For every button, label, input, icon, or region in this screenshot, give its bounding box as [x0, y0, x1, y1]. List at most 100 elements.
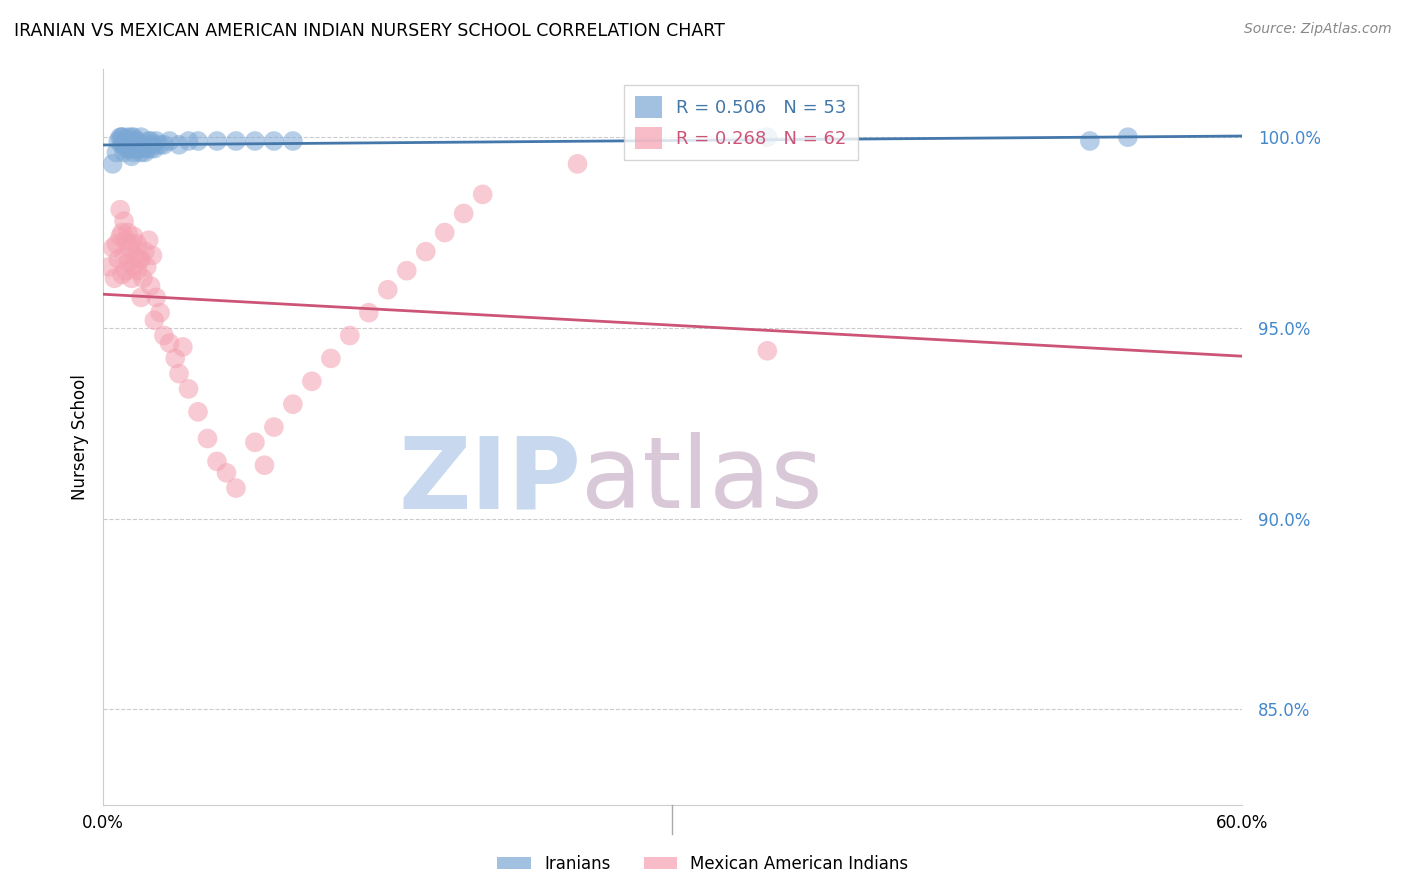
Point — [121, 271, 143, 285]
Text: ZIP: ZIP — [398, 433, 581, 529]
Text: atlas: atlas — [581, 433, 823, 529]
Point — [225, 481, 247, 495]
Point — [1078, 134, 1101, 148]
Text: Source: ZipAtlas.com: Source: ZipAtlas.com — [1244, 22, 1392, 37]
Point — [205, 454, 228, 468]
Point — [187, 134, 209, 148]
Text: IRANIAN VS MEXICAN AMERICAN INDIAN NURSERY SCHOOL CORRELATION CHART: IRANIAN VS MEXICAN AMERICAN INDIAN NURSE… — [14, 22, 725, 40]
Point — [122, 145, 145, 160]
Point — [121, 149, 143, 163]
Point — [122, 260, 145, 274]
Point — [149, 137, 172, 152]
Point — [115, 233, 138, 247]
Point — [139, 142, 162, 156]
Point — [111, 130, 134, 145]
Point — [243, 134, 266, 148]
Point — [138, 134, 160, 148]
Point — [143, 142, 166, 156]
Point — [567, 157, 589, 171]
Point — [129, 252, 152, 267]
Point — [127, 142, 149, 156]
Point — [134, 244, 156, 259]
Point — [139, 279, 162, 293]
Point — [132, 142, 155, 156]
Point — [159, 336, 181, 351]
Point — [124, 142, 146, 156]
Point — [127, 134, 149, 148]
Y-axis label: Nursery School: Nursery School — [72, 374, 89, 500]
Point — [101, 241, 124, 255]
Point — [225, 134, 247, 148]
Point — [395, 263, 418, 277]
Point — [112, 214, 135, 228]
Point — [243, 435, 266, 450]
Point — [117, 137, 139, 152]
Point — [105, 145, 128, 160]
Point — [121, 130, 143, 145]
Point — [301, 374, 323, 388]
Point — [97, 260, 120, 274]
Point — [415, 244, 437, 259]
Point — [129, 145, 152, 160]
Point — [197, 432, 219, 446]
Point — [101, 157, 124, 171]
Point — [117, 256, 139, 270]
Point — [118, 241, 141, 255]
Point — [138, 233, 160, 247]
Point — [118, 134, 141, 148]
Point — [253, 458, 276, 473]
Point — [281, 134, 304, 148]
Point — [108, 202, 131, 217]
Point — [132, 271, 155, 285]
Point — [187, 405, 209, 419]
Point — [105, 237, 128, 252]
Point — [134, 145, 156, 160]
Point — [128, 137, 150, 152]
Point — [115, 142, 138, 156]
Point — [127, 263, 149, 277]
Point — [167, 137, 190, 152]
Point — [107, 134, 129, 148]
Point — [124, 248, 146, 262]
Point — [165, 351, 187, 366]
Point — [121, 134, 143, 148]
Point — [117, 226, 139, 240]
Point — [112, 248, 135, 262]
Point — [377, 283, 399, 297]
Point — [215, 466, 238, 480]
Point — [1116, 130, 1139, 145]
Point — [122, 137, 145, 152]
Point — [319, 351, 342, 366]
Point — [357, 305, 380, 319]
Point — [433, 226, 456, 240]
Point — [167, 367, 190, 381]
Point — [122, 130, 145, 145]
Point — [139, 134, 162, 148]
Point — [129, 137, 152, 152]
Point — [134, 137, 156, 152]
Point — [263, 134, 285, 148]
Point — [145, 134, 167, 148]
Point — [112, 145, 135, 160]
Point — [153, 328, 176, 343]
Point — [339, 328, 361, 343]
Legend: R = 0.506   N = 53, R = 0.268   N = 62: R = 0.506 N = 53, R = 0.268 N = 62 — [624, 85, 858, 160]
Point — [141, 137, 163, 152]
Point — [129, 130, 152, 145]
Point — [159, 134, 181, 148]
Point — [108, 130, 131, 145]
Point — [149, 305, 172, 319]
Point — [177, 134, 200, 148]
Point — [145, 290, 167, 304]
Point — [281, 397, 304, 411]
Point — [108, 229, 131, 244]
Point — [141, 248, 163, 262]
Point — [107, 252, 129, 267]
Point — [127, 237, 149, 252]
Point — [205, 134, 228, 148]
Point — [756, 343, 779, 358]
Point — [111, 130, 134, 145]
Point — [177, 382, 200, 396]
Point — [756, 130, 779, 145]
Point — [453, 206, 475, 220]
